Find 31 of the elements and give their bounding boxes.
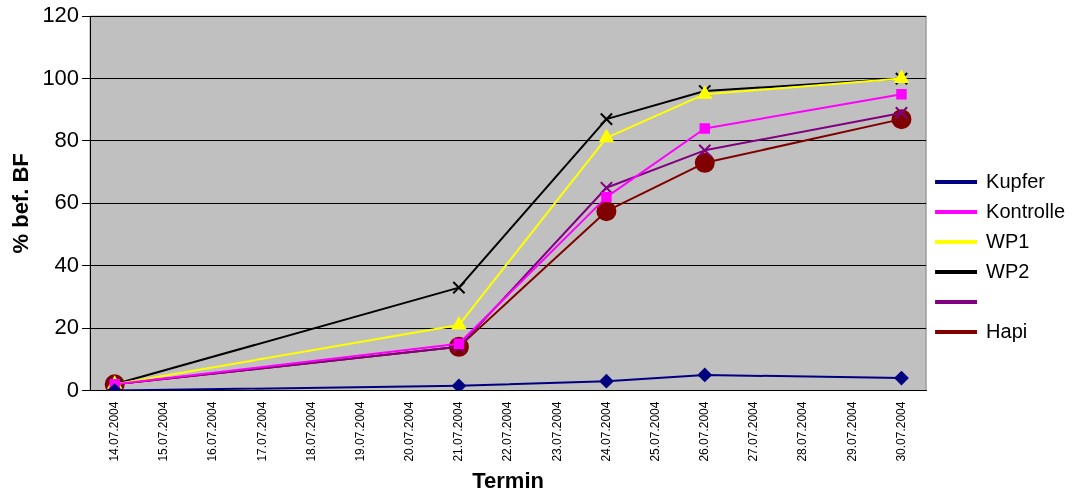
legend-label: Hapi (986, 319, 1028, 342)
legend-label: WP2 (986, 259, 1030, 282)
x-axis-title: Termin (472, 467, 544, 493)
x-tick-label: 20.07.2004 (402, 401, 417, 462)
x-tick-label: 16.07.2004 (205, 401, 220, 462)
x-tick-label: 14.07.2004 (107, 401, 122, 462)
x-tick-label: 18.07.2004 (303, 401, 318, 462)
x-tick-label: 15.07.2004 (156, 401, 171, 462)
x-tick-label: 17.07.2004 (254, 401, 269, 462)
x-tick-label: 27.07.2004 (746, 401, 761, 462)
x-tick-label: 28.07.2004 (795, 401, 810, 462)
y-tick-label: 100 (42, 64, 80, 90)
x-tick-label: 21.07.2004 (451, 401, 466, 462)
x-tick-label: 23.07.2004 (549, 401, 564, 462)
x-tick-label: 26.07.2004 (697, 401, 712, 462)
x-tick-label: 30.07.2004 (893, 401, 908, 462)
y-tick-label: 0 (66, 376, 80, 402)
x-tick-label: 19.07.2004 (352, 401, 367, 462)
y-tick-label: 20 (54, 314, 80, 340)
y-tick-label: 40 (54, 251, 80, 277)
y-tick-label: 80 (54, 127, 80, 153)
y-tick-label: 120 (42, 2, 80, 28)
legend-label: Kupfer (986, 169, 1046, 192)
x-tick-label: 29.07.2004 (844, 401, 859, 462)
y-tick-label: 60 (54, 189, 80, 215)
x-tick-label: 25.07.2004 (647, 401, 662, 462)
legend-label: WP1 (986, 229, 1030, 252)
legend-label: Kontrolle (986, 199, 1065, 222)
x-tick-label: 22.07.2004 (500, 401, 515, 462)
y-axis-title: % bef. BF (8, 153, 34, 254)
x-tick-label: 24.07.2004 (598, 401, 613, 462)
